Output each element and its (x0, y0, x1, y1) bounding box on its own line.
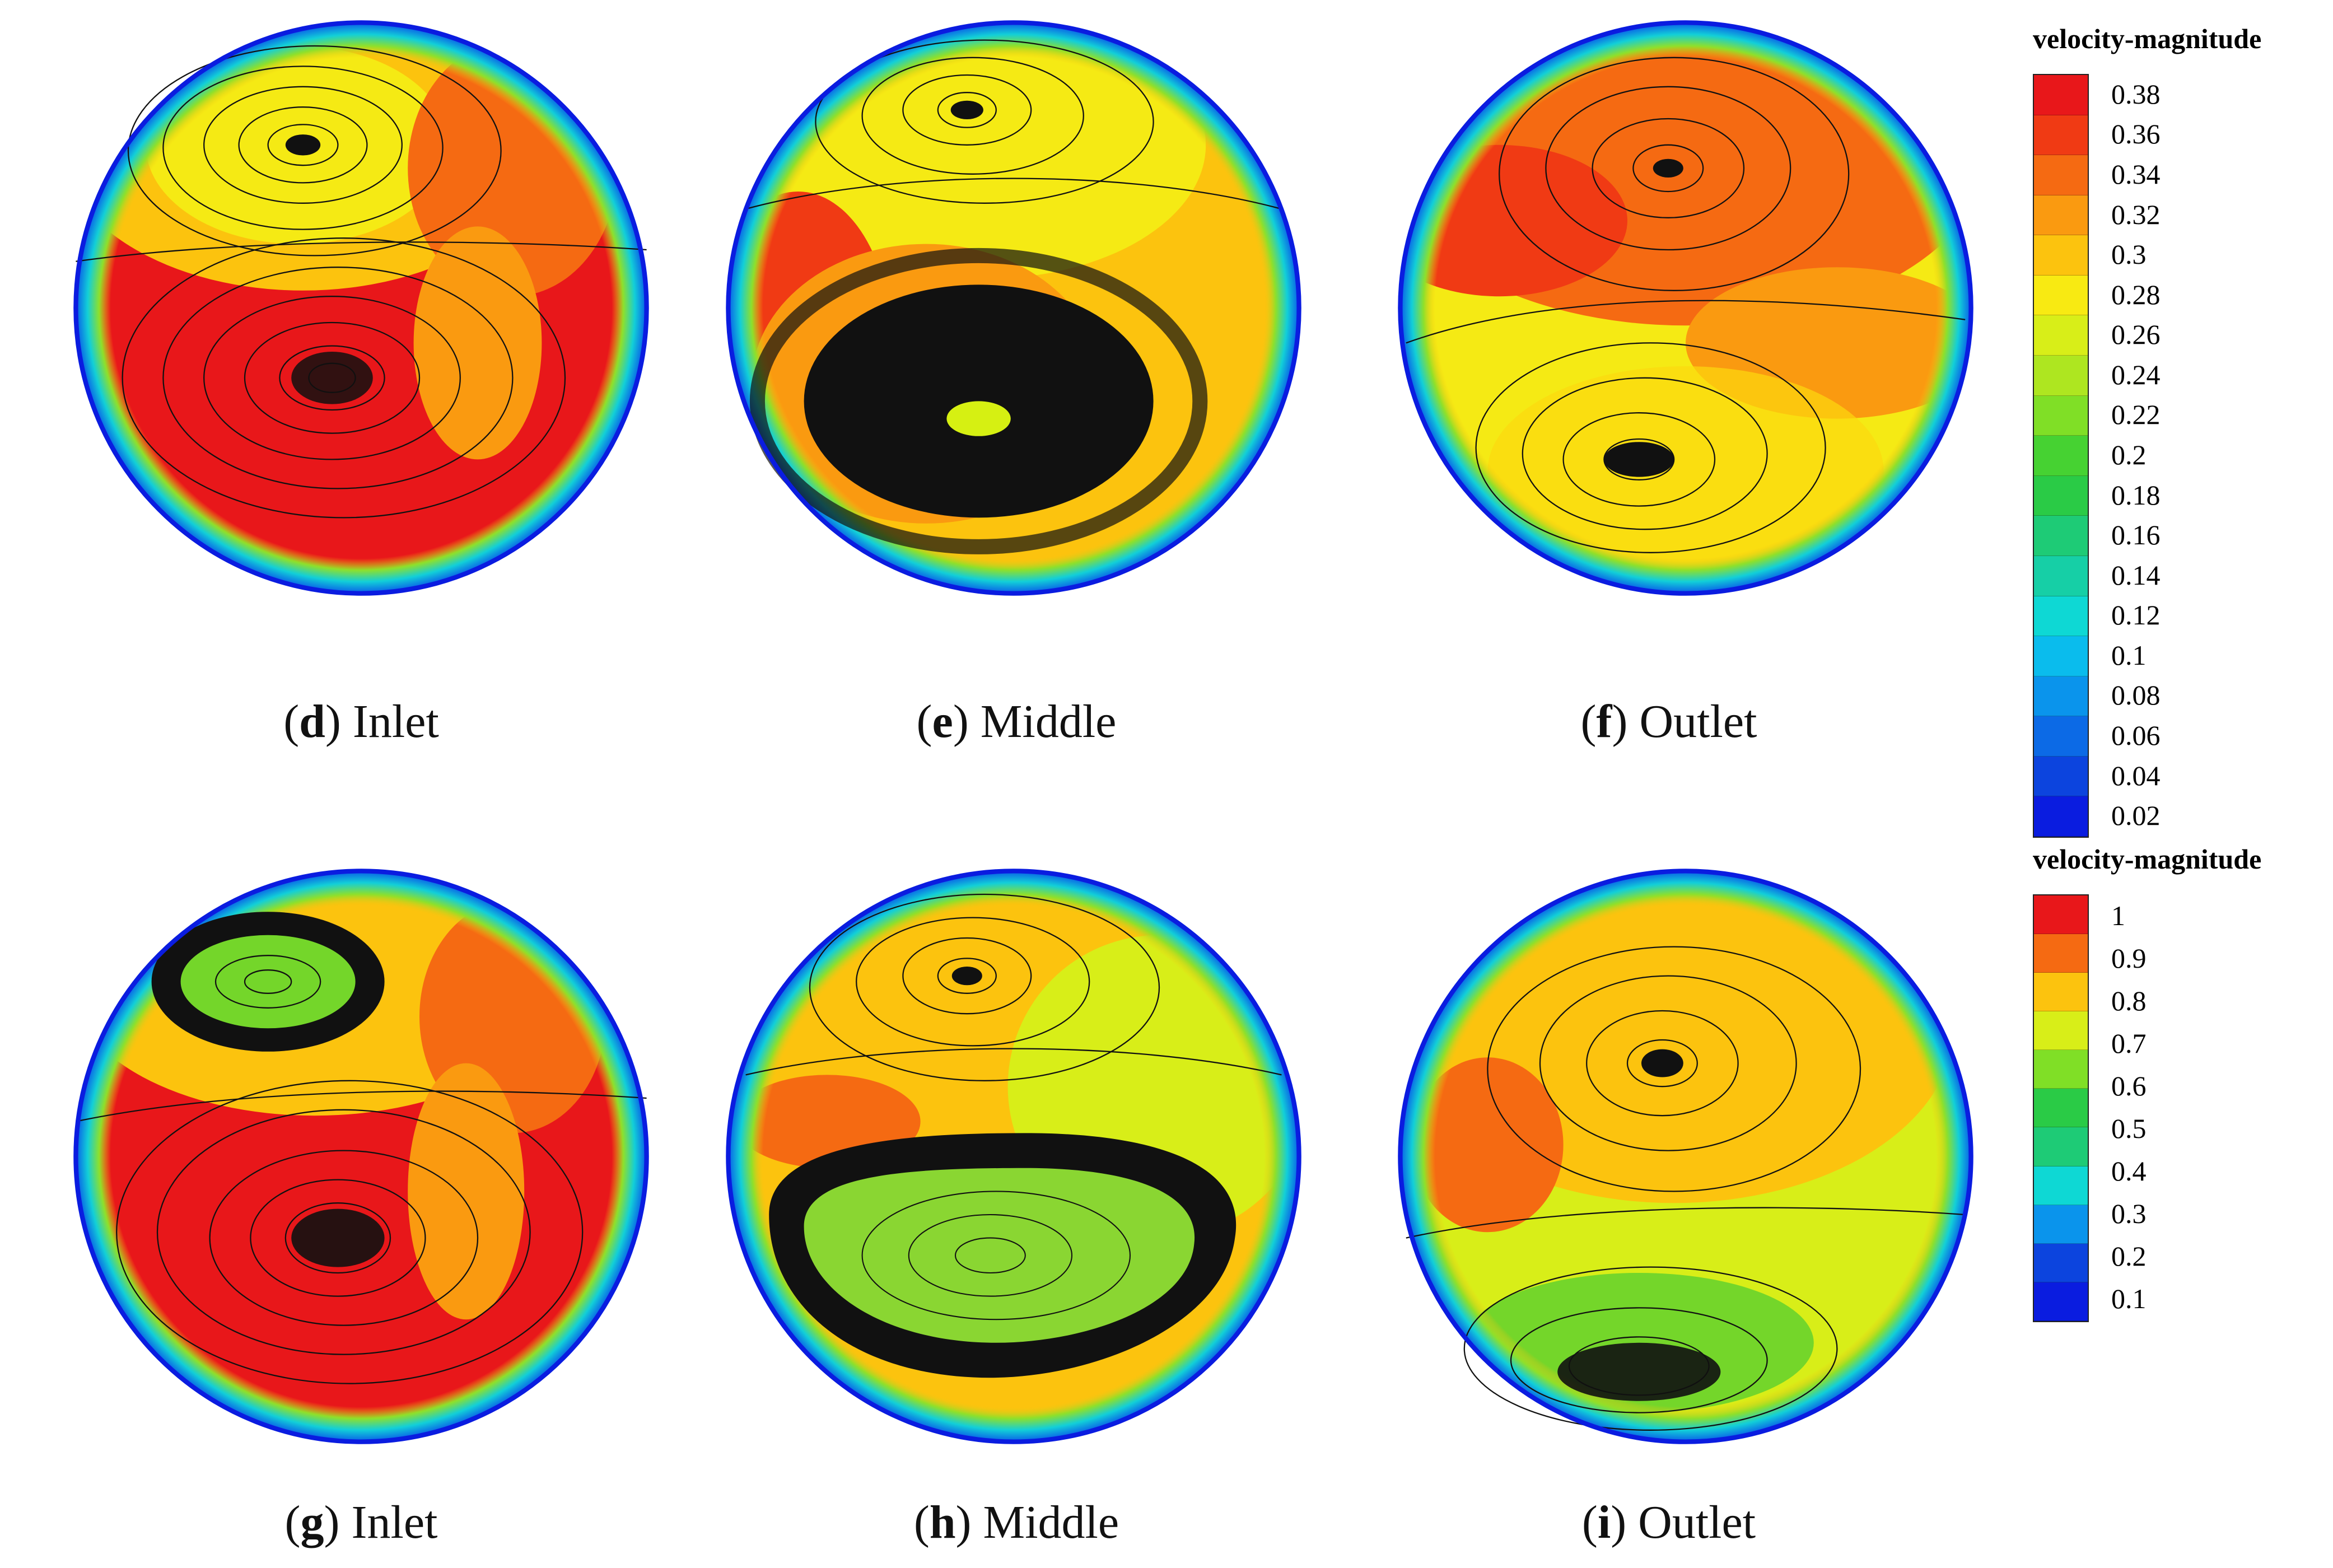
contour-i (1398, 869, 1973, 1444)
colorbar-swatch (2034, 475, 2088, 516)
colorbar-swatch (2034, 235, 2088, 276)
panel-f-outlet (1394, 17, 1977, 599)
legend-title: velocity-magnitude (2033, 843, 2262, 875)
colorbar-tick-label: 0.22 (2111, 399, 2161, 431)
colorbar-swatch (2034, 1282, 2088, 1321)
colorbar-tick-label: 0.5 (2111, 1113, 2147, 1144)
colorbar-swatch (2034, 75, 2088, 115)
colorbar-swatch (2034, 973, 2088, 1012)
caption-i: (i) Outlet (1581, 1496, 1756, 1548)
colorbar-swatch (2034, 676, 2088, 717)
colorbar-tick-label: 0.2 (2111, 1240, 2147, 1272)
colorbar-swatch (2034, 796, 2088, 837)
colorbar-tick-label: 0.2 (2111, 439, 2147, 470)
colorbar-tick-label: 0.08 (2111, 679, 2161, 711)
colorbar-swatch (2034, 1050, 2088, 1089)
colorbar-tick-label: 0.04 (2111, 759, 2161, 791)
colorbar-swatch (2034, 1089, 2088, 1128)
colorbar-tick-label: 0.36 (2111, 118, 2161, 150)
colorbar-tick-label: 0.14 (2111, 559, 2161, 591)
colorbar-swatch (2034, 636, 2088, 676)
colorbar-tick-label: 0.1 (2111, 639, 2147, 671)
caption-e: (e) Middle (916, 696, 1117, 748)
colorbar-tick-label: 0.34 (2111, 158, 2161, 190)
colorbar-swatch (2034, 596, 2088, 637)
colorbar-swatch (2034, 395, 2088, 436)
colorbar-tick-label: 0.32 (2111, 198, 2161, 230)
colorbar-tick-label: 0.4 (2111, 1155, 2147, 1187)
colorbar-tick-label: 0.28 (2111, 278, 2161, 310)
colorbar-legend-top: velocity-magnitude 0.38 0.36 0.34 0.32 0.3 0.… (2033, 22, 2324, 846)
caption-f: (f) Outlet (1580, 696, 1757, 748)
colorbar-swatch (2034, 436, 2088, 476)
colorbar-swatch (2034, 1127, 2088, 1166)
colorbar-swatch (2034, 895, 2088, 935)
panel-g-inlet (70, 865, 652, 1448)
legend-title: velocity-magnitude (2033, 23, 2262, 54)
colorbar-swatch (2034, 1243, 2088, 1282)
colorbar-swatch (2034, 716, 2088, 757)
contour-e (726, 20, 1301, 596)
colorbar-swatch (2034, 516, 2088, 556)
caption-g: (g) Inlet (284, 1496, 438, 1548)
panel-d-inlet (70, 17, 652, 599)
panel-e-middle (722, 17, 1305, 599)
colorbar-swatch (2034, 1205, 2088, 1244)
colorbar-tick-label: 0.3 (2111, 1198, 2147, 1229)
colorbar-swatch (2034, 1011, 2088, 1051)
colorbar-tick-label: 0.1 (2111, 1283, 2147, 1314)
colorbar-legend-bottom: velocity-magnitude 1 0.9 0.8 0.7 0.6 0.5 0.4 0.… (2033, 843, 2324, 1341)
caption-h: (h) Middle (913, 1496, 1119, 1548)
colorbar (2033, 894, 2089, 1322)
colorbar-tick-label: 0.38 (2111, 78, 2161, 110)
colorbar-tick-label: 0.6 (2111, 1070, 2147, 1102)
colorbar-tick-label: 0.06 (2111, 720, 2161, 752)
colorbar-tick-label: 0.12 (2111, 599, 2161, 631)
colorbar-swatch (2034, 275, 2088, 316)
colorbar-tick-label: 0.26 (2111, 319, 2161, 351)
colorbar-swatch (2034, 315, 2088, 356)
colorbar-swatch (2034, 756, 2088, 797)
colorbar-tick-label: 0.9 (2111, 942, 2147, 974)
colorbar-tick-label: 0.7 (2111, 1028, 2147, 1059)
colorbar-tick-label: 0.16 (2111, 519, 2161, 551)
colorbar-tick-label: 0.24 (2111, 358, 2161, 390)
colorbar (2033, 74, 2089, 838)
panel-h-middle (722, 865, 1305, 1448)
colorbar-tick-label: 1 (2111, 900, 2125, 931)
contour-h (726, 869, 1301, 1444)
colorbar-tick-label: 0.8 (2111, 985, 2147, 1016)
colorbar-tick-label: 0.02 (2111, 800, 2161, 832)
colorbar-swatch (2034, 1166, 2088, 1205)
colorbar-tick-label: 0.18 (2111, 479, 2161, 511)
colorbar-swatch (2034, 934, 2088, 973)
contour-g (73, 869, 649, 1444)
contour-d (73, 20, 649, 596)
colorbar-swatch (2034, 115, 2088, 156)
contour-f (1398, 20, 1973, 596)
caption-d: (d) Inlet (283, 696, 439, 748)
colorbar-tick-label: 0.3 (2111, 239, 2147, 270)
colorbar-swatch (2034, 155, 2088, 195)
panel-i-outlet (1394, 865, 1977, 1448)
colorbar-swatch (2034, 356, 2088, 396)
colorbar-swatch (2034, 556, 2088, 596)
colorbar-swatch (2034, 195, 2088, 236)
